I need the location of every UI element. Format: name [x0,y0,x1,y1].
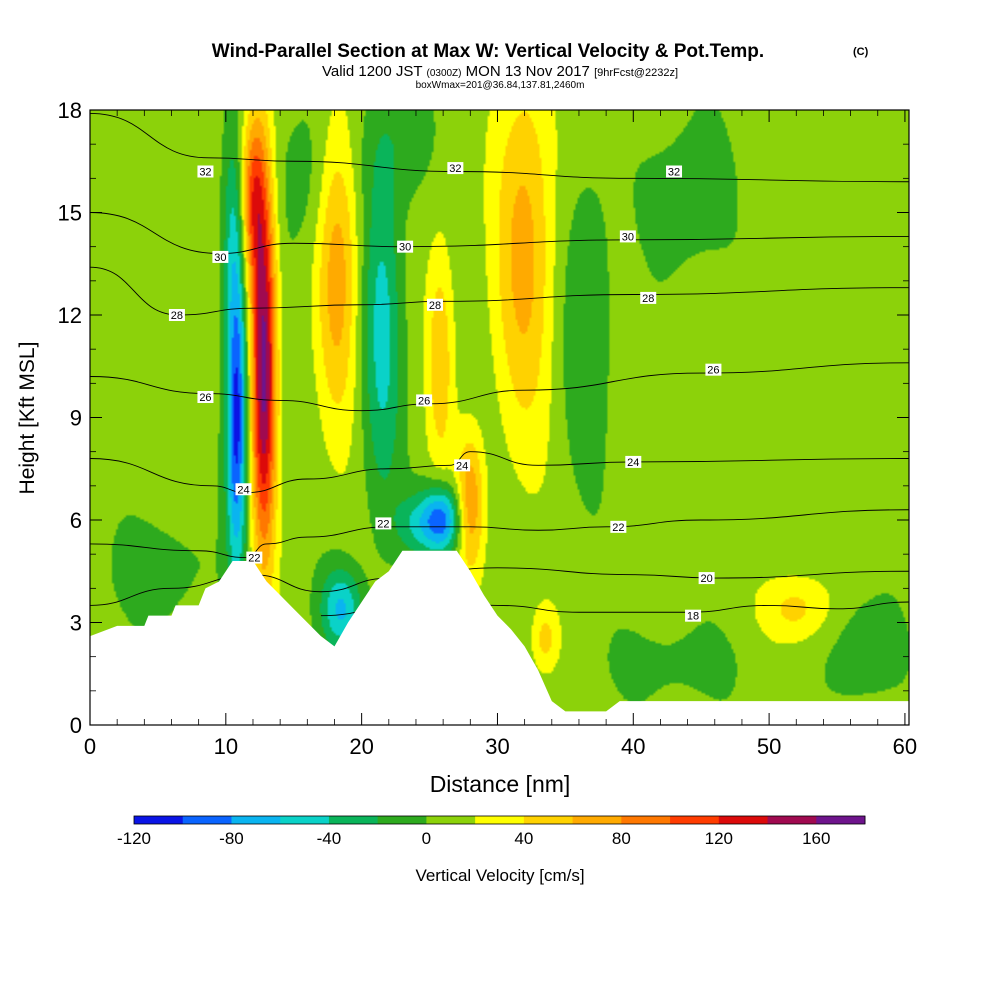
contour-label: 26 [416,394,433,407]
colorbar-swatch [572,816,622,824]
chart-subtitle: Valid 1200 JST (0300Z) MON 13 Nov 2017 [… [322,63,678,80]
contour-label: 28 [168,309,185,322]
contour-label: 22 [610,520,627,534]
contour-label: 20 [698,572,715,585]
colorbar: -120 -80 -40 0 40 80 120 160 [117,815,866,848]
colorbar-tick-label: 40 [514,829,533,848]
contour-label: 22 [246,551,263,565]
colorbar-tick-label: -120 [117,829,151,848]
colorbar-swatch [670,816,720,824]
contour-label: 30 [619,230,636,243]
y-tick-label: 15 [58,201,82,226]
x-tick-label: 60 [893,734,917,759]
contour-label: 30 [212,250,229,264]
colorbar-tick-label: 120 [705,829,733,848]
contour-label: 24 [235,483,252,496]
x-tick-label: 50 [757,734,781,759]
valid-time: Valid 1200 JST [322,63,422,80]
contour-label: 30 [397,240,414,254]
colorbar-frame [133,815,866,825]
svg-text:32: 32 [449,163,461,175]
valid-zulu: (0300Z) [426,68,461,79]
svg-text:26: 26 [199,392,211,404]
y-tick-label: 3 [70,611,82,636]
x-axis-label: Distance [nm] [430,771,571,797]
svg-text:18: 18 [687,611,699,623]
y-tick-label: 6 [70,508,82,533]
colorbar-swatch [816,816,866,824]
colorbar-tick-label: 0 [422,829,431,848]
colorbar-label: Vertical Velocity [cm/s] [415,866,584,885]
svg-text:32: 32 [199,167,211,179]
isentrope-30 [90,212,909,254]
svg-text:28: 28 [171,310,183,322]
svg-text:26: 26 [707,365,719,377]
svg-text:22: 22 [377,518,389,530]
colorbar-swatch [475,816,525,824]
forecast-info: [9hrFcst@2232z] [594,67,678,79]
svg-text:22: 22 [612,522,624,534]
y-axis-label: Height [Kft MSL] [16,342,39,495]
chart-axes: 0 10 20 30 40 50 60 0 3 6 9 12 15 18 [58,98,918,759]
x-tick-label: 40 [621,734,645,759]
contour-label: 32 [197,165,214,179]
colorbar-swatch [182,816,232,824]
contour-label: 22 [375,517,392,530]
colorbar-swatch [231,816,281,824]
colorbar-tick-label: -80 [219,829,244,848]
colorbar-swatch [328,816,379,824]
terrain-mask [90,550,909,725]
isentrope-32 [90,112,909,183]
contour-label: 28 [426,298,443,312]
svg-text:28: 28 [429,300,441,312]
colorbar-swatch [280,816,330,824]
x-tick-label: 10 [214,734,238,759]
svg-text:26: 26 [418,395,430,407]
colorbar-swatch [523,816,574,824]
isentrope-22 [90,509,909,559]
x-tick-label: 20 [349,734,373,759]
y-tick-label: 12 [58,303,82,328]
colorbar-tick-label: 160 [802,829,830,848]
colorbar-swatch [621,816,671,824]
copyright-mark: (C) [853,46,869,58]
contour-label: 32 [666,165,683,179]
chart-title: Wind-Parallel Section at Max W: Vertical… [212,41,764,62]
contour-label: 24 [625,455,642,469]
colorbar-swatch [767,816,817,824]
y-tick-label: 9 [70,406,82,431]
svg-text:22: 22 [248,553,260,565]
contour-label: 32 [447,162,464,175]
x-tick-label: 30 [485,734,509,759]
y-tick-label: 0 [70,713,82,738]
colorbar-swatch [377,816,427,824]
contour-labels: 32 32 32 30 30 30 28 28 28 26 26 26 24 24 24 22 22 22 20 18 [168,162,722,623]
svg-text:28: 28 [642,293,654,305]
svg-text:30: 30 [399,242,411,254]
y-tick-label: 18 [58,98,82,123]
svg-text:20: 20 [701,573,713,585]
colorbar-tick-label: 80 [612,829,631,848]
valid-date: MON 13 Nov 2017 [466,63,590,80]
contour-label: 26 [705,363,722,377]
colorbar-swatch [718,816,769,824]
svg-text:24: 24 [627,457,639,469]
svg-text:30: 30 [214,252,226,264]
x-tick-label: 0 [84,734,96,759]
svg-text:24: 24 [237,484,249,496]
box-wmax-line: boxWmax=201@36.84,137.81,2460m [416,80,585,91]
svg-text:24: 24 [456,460,468,472]
contour-label: 26 [197,391,214,404]
colorbar-tick-label: -40 [317,829,342,848]
colorbar-swatch [134,816,184,824]
contour-label: 24 [454,459,471,472]
contour-label: 28 [640,291,657,305]
colorbar-swatch [426,816,476,824]
contour-label: 18 [685,609,702,623]
svg-text:30: 30 [622,231,634,243]
svg-text:32: 32 [668,167,680,179]
